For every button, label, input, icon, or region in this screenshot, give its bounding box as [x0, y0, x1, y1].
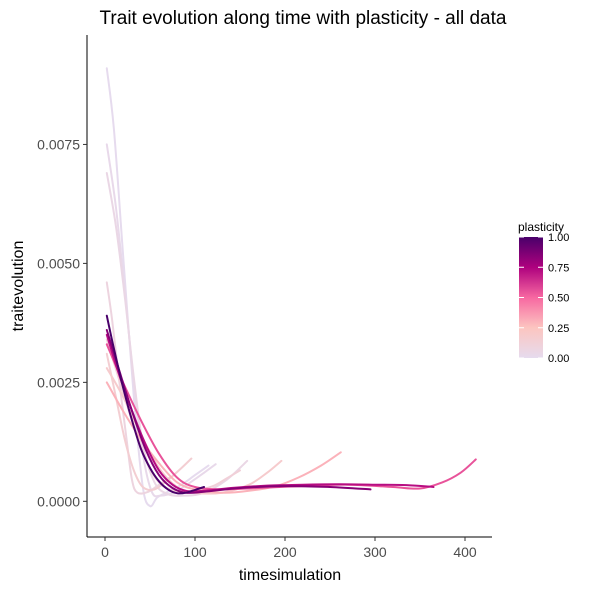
- series-line: [105, 329, 372, 494]
- series-line: [105, 67, 210, 508]
- series-line: [105, 352, 193, 492]
- x-tick-label: 200: [273, 544, 297, 560]
- y-tick-label: 0.0025: [37, 374, 80, 390]
- series-line: [105, 343, 477, 491]
- series-line: [105, 143, 217, 498]
- y-tick-label: 0.0075: [37, 136, 80, 152]
- colorbar-label: 1.00: [548, 232, 569, 244]
- x-tick-label: 400: [453, 544, 477, 560]
- series-line: [105, 281, 171, 495]
- x-tick-label: 100: [183, 544, 207, 560]
- series-lines: [105, 67, 477, 508]
- series-line: [105, 314, 205, 495]
- colorbar-ticks: 1.00 0.75 0.50 0.25 0.00: [519, 232, 569, 365]
- colorbar-label: 0.50: [548, 293, 569, 305]
- legend: plasticity 1.00 0.75 0.50 0.25 0.00: [518, 220, 569, 365]
- legend-title: plasticity: [518, 220, 564, 234]
- y-tick-label: 0.0000: [37, 493, 80, 509]
- y-axis-title: traitevolution: [10, 241, 27, 332]
- colorbar-label: 0.00: [548, 353, 569, 365]
- x-axis-ticks: 0 100 200 300 400: [101, 537, 477, 560]
- colorbar-label: 0.25: [548, 323, 569, 335]
- x-axis-title: timesimulation: [239, 567, 341, 584]
- chart-title: Trait evolution along time with plastici…: [100, 8, 507, 29]
- colorbar-label: 0.75: [548, 262, 569, 274]
- y-tick-label: 0.0050: [37, 255, 80, 271]
- y-axis-ticks: 0.0000 0.0025 0.0050 0.0075: [37, 136, 87, 509]
- x-tick-label: 300: [363, 544, 387, 560]
- x-tick-label: 0: [101, 544, 109, 560]
- series-line: [105, 333, 435, 493]
